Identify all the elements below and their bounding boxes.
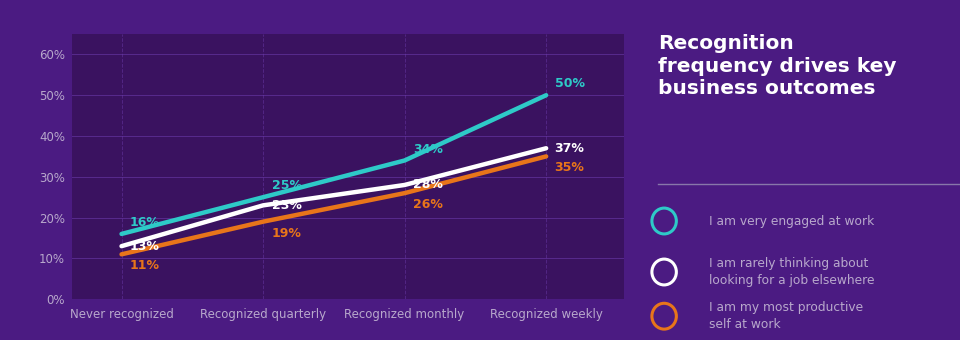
Text: 37%: 37% (555, 142, 585, 155)
Text: I am my most productive
self at work: I am my most productive self at work (709, 302, 863, 331)
Text: 28%: 28% (413, 178, 443, 191)
Text: 13%: 13% (130, 240, 160, 253)
Text: 11%: 11% (130, 259, 160, 272)
Text: I am rarely thinking about
looking for a job elsewhere: I am rarely thinking about looking for a… (709, 257, 875, 287)
Text: 26%: 26% (413, 198, 443, 211)
Text: 35%: 35% (555, 161, 585, 174)
Text: 50%: 50% (555, 77, 585, 90)
Text: 25%: 25% (272, 179, 301, 192)
Text: I am very engaged at work: I am very engaged at work (709, 215, 875, 227)
Text: 23%: 23% (272, 199, 301, 212)
Text: 19%: 19% (272, 226, 301, 240)
Text: 16%: 16% (130, 216, 160, 229)
Text: Recognition
frequency drives key
business outcomes: Recognition frequency drives key busines… (658, 34, 897, 99)
Text: 34%: 34% (413, 142, 443, 156)
